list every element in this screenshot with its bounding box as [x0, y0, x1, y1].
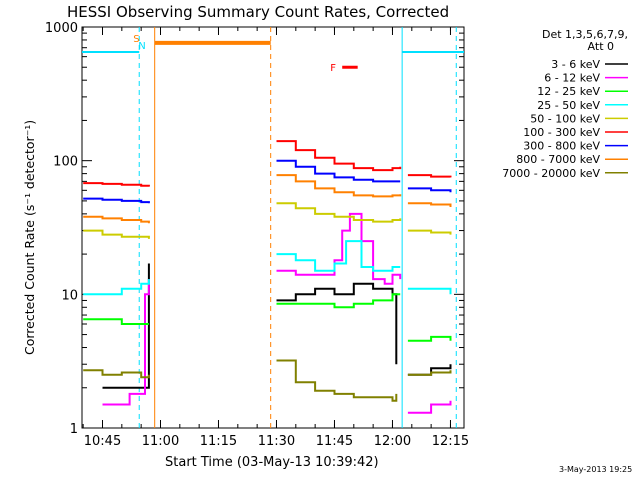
series-6-12-kev — [102, 212, 452, 414]
series-300-800-kev — [83, 159, 452, 204]
series-line — [83, 369, 150, 379]
series-line — [276, 282, 398, 365]
series-line — [83, 318, 149, 325]
legend-label: 25 - 50 keV — [537, 99, 600, 112]
x-tick-label: 11:00 — [142, 434, 179, 449]
y-axis-label: Corrected Count Rate (s⁻¹ detector⁻¹) — [22, 120, 37, 355]
legend-label: 7000 - 20000 keV — [502, 167, 600, 180]
legend-title-line2: Att 0 — [588, 40, 614, 53]
series-line — [407, 174, 452, 178]
axes: 1 10 100 1000 10:45 11:00 11:15 11:30 11:45 12:00… — [45, 21, 469, 449]
legend-label: 800 - 7000 keV — [516, 153, 600, 166]
flag-n: N — [138, 41, 145, 52]
series-line — [276, 359, 398, 402]
series-line — [83, 197, 150, 204]
series-50-100-kev — [83, 202, 452, 239]
series-line — [407, 187, 452, 193]
series-line — [407, 202, 452, 207]
y-tick-label: 1000 — [45, 21, 78, 36]
series-12-25-kev — [83, 293, 452, 342]
flag-s: S — [133, 34, 139, 45]
series-line — [83, 215, 150, 224]
x-tick-label: 11:15 — [200, 434, 237, 449]
legend-label: 6 - 12 keV — [544, 72, 600, 85]
x-tick-label: 11:30 — [258, 434, 295, 449]
x-axis-label: Start Time (03-May-13 10:39:42) — [165, 455, 379, 470]
series-line — [83, 229, 150, 239]
markers: SN F — [82, 27, 464, 428]
series-25-50-kev — [83, 240, 452, 296]
legend-title-line1: Det 1,3,5,6,7,9, — [542, 28, 628, 41]
series-100-300-kev — [83, 140, 452, 187]
y-tick-label: 10 — [61, 288, 78, 303]
series-line — [276, 159, 401, 183]
series-line — [407, 287, 452, 295]
series-line — [276, 240, 401, 272]
x-tick-label: 12:00 — [374, 434, 411, 449]
series-line — [276, 202, 402, 223]
series-800-7000-kev — [83, 174, 452, 224]
footer-date: 3-May-2013 19:25 — [559, 465, 632, 474]
y-tick-label: 1 — [70, 422, 78, 437]
x-tick-label: 12:15 — [432, 434, 469, 449]
legend-label: 12 - 25 keV — [537, 85, 600, 98]
legend-label: 300 - 800 keV — [523, 140, 600, 153]
series-line — [276, 174, 402, 198]
series-line — [407, 335, 452, 342]
series-line — [83, 182, 150, 187]
plot-frame — [81, 26, 465, 429]
series-line — [407, 370, 452, 376]
y-tick-label: 100 — [53, 155, 78, 170]
series-line — [407, 400, 452, 414]
chart-title: HESSI Observing Summary Count Rates, Cor… — [67, 3, 449, 21]
series-7000-20000-kev — [83, 359, 452, 402]
legend-label: 3 - 6 keV — [551, 58, 600, 71]
legend-label: 50 - 100 keV — [530, 112, 600, 125]
x-tick-label: 11:45 — [316, 434, 353, 449]
flag-f: F — [330, 63, 336, 74]
series-line — [276, 293, 401, 309]
series-line — [276, 212, 402, 285]
series-line — [102, 279, 150, 406]
series-line — [276, 140, 402, 172]
series-line — [407, 229, 452, 235]
x-tick-label: 10:45 — [84, 434, 121, 449]
legend-label: 100 - 300 keV — [523, 126, 600, 139]
series-group — [83, 140, 452, 414]
series-line — [102, 263, 150, 389]
series-line — [83, 279, 150, 296]
